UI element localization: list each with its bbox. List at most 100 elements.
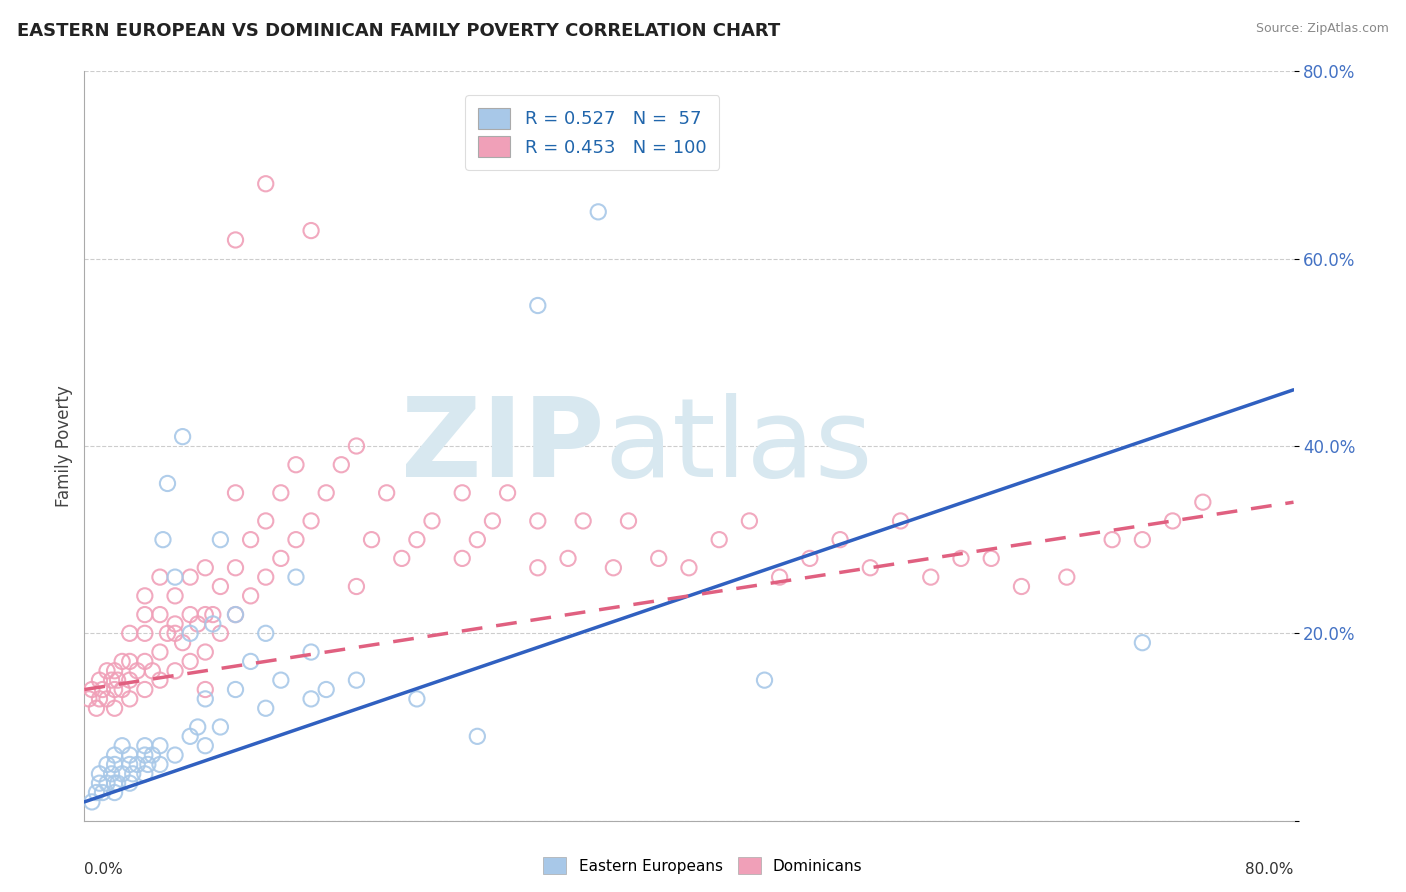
Text: EASTERN EUROPEAN VS DOMINICAN FAMILY POVERTY CORRELATION CHART: EASTERN EUROPEAN VS DOMINICAN FAMILY POV… <box>17 22 780 40</box>
Point <box>285 458 308 472</box>
Point <box>89 767 111 781</box>
Point <box>165 617 187 632</box>
Point <box>91 682 114 697</box>
Point <box>225 607 247 622</box>
Point <box>299 692 322 706</box>
Point <box>1192 495 1215 509</box>
Point <box>118 626 141 640</box>
Point <box>527 561 550 575</box>
Legend: R = 0.527   N =  57, R = 0.453   N = 100: R = 0.527 N = 57, R = 0.453 N = 100 <box>465 95 718 169</box>
Point <box>194 692 217 706</box>
Point <box>149 570 172 584</box>
Point <box>77 692 100 706</box>
Point <box>890 514 912 528</box>
Point <box>830 533 852 547</box>
Point <box>738 514 761 528</box>
Point <box>89 776 111 790</box>
Point <box>149 757 172 772</box>
Point <box>89 673 111 688</box>
Point <box>451 551 474 566</box>
Point <box>799 551 821 566</box>
Point <box>617 514 640 528</box>
Point <box>118 692 141 706</box>
Point <box>194 607 217 622</box>
Point <box>299 645 322 659</box>
Point <box>467 730 489 744</box>
Point <box>602 561 624 575</box>
Point <box>1056 570 1078 584</box>
Point <box>172 430 194 444</box>
Point <box>527 514 550 528</box>
Point <box>156 626 179 640</box>
Point <box>406 692 429 706</box>
Point <box>118 747 141 762</box>
Point <box>179 730 201 744</box>
Point <box>225 233 247 247</box>
Point <box>557 551 579 566</box>
Text: ZIP: ZIP <box>401 392 605 500</box>
Point <box>209 720 232 734</box>
Point <box>572 514 595 528</box>
Point <box>134 626 156 640</box>
Point <box>769 570 792 584</box>
Point <box>179 607 201 622</box>
Point <box>141 747 163 762</box>
Point <box>96 776 118 790</box>
Point <box>285 570 308 584</box>
Point <box>121 767 143 781</box>
Point <box>225 486 247 500</box>
Point <box>950 551 973 566</box>
Point <box>299 514 322 528</box>
Point <box>156 476 179 491</box>
Point <box>111 682 134 697</box>
Point <box>254 626 277 640</box>
Point <box>127 664 149 678</box>
Point <box>104 664 127 678</box>
Point <box>104 786 127 800</box>
Point <box>254 570 277 584</box>
Point <box>254 701 277 715</box>
Point <box>104 682 127 697</box>
Point <box>420 514 443 528</box>
Point <box>270 551 292 566</box>
Point <box>80 795 103 809</box>
Point <box>481 514 503 528</box>
Point <box>172 635 194 649</box>
Point <box>134 747 156 762</box>
Point <box>149 739 172 753</box>
Point <box>527 298 550 313</box>
Text: Source: ZipAtlas.com: Source: ZipAtlas.com <box>1256 22 1389 36</box>
Point <box>134 589 156 603</box>
Point <box>254 177 277 191</box>
Point <box>104 701 127 715</box>
Point <box>165 589 187 603</box>
Point <box>134 767 156 781</box>
Point <box>165 570 187 584</box>
Point <box>149 607 172 622</box>
Point <box>86 701 108 715</box>
Point <box>239 655 262 669</box>
Point <box>91 786 114 800</box>
Point <box>678 561 700 575</box>
Point <box>330 458 353 472</box>
Point <box>104 747 127 762</box>
Point <box>89 692 111 706</box>
Point <box>179 570 201 584</box>
Point <box>152 533 174 547</box>
Point <box>107 776 129 790</box>
Point <box>149 645 172 659</box>
Point <box>346 580 368 594</box>
Point <box>859 561 882 575</box>
Point <box>104 757 127 772</box>
Point <box>118 673 141 688</box>
Point <box>225 607 247 622</box>
Point <box>118 776 141 790</box>
Point <box>165 747 187 762</box>
Point <box>346 673 368 688</box>
Point <box>225 561 247 575</box>
Point <box>111 739 134 753</box>
Point <box>1130 635 1153 649</box>
Point <box>134 739 156 753</box>
Point <box>141 664 163 678</box>
Point <box>239 533 262 547</box>
